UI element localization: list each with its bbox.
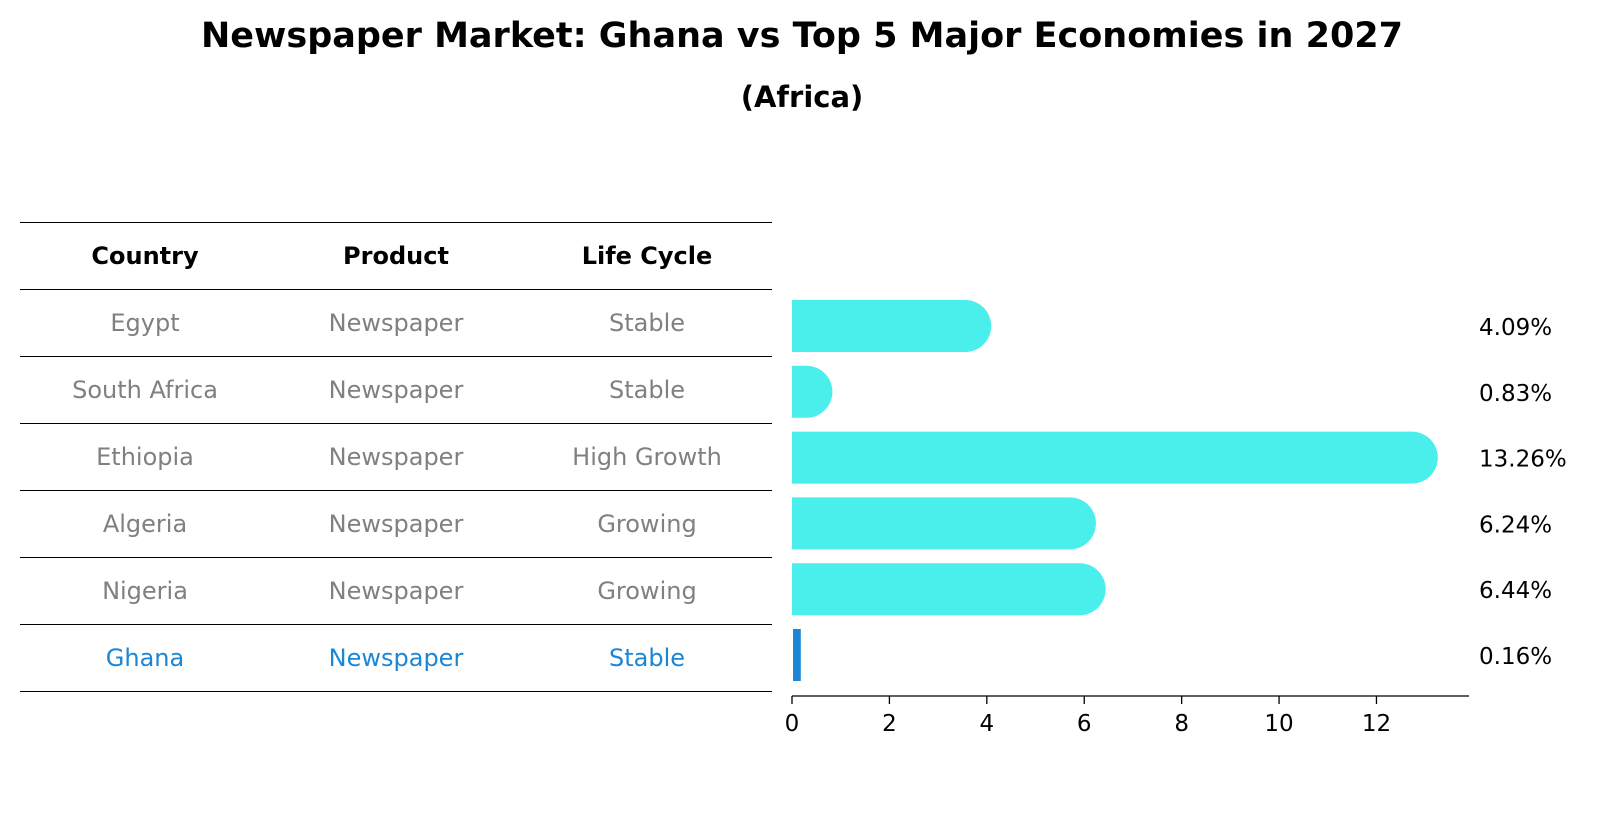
table-rule: [20, 490, 772, 491]
x-tick-label: 0: [785, 711, 800, 737]
x-tick-label: 2: [882, 711, 897, 737]
chart-title: Newspaper Market: Ghana vs Top 5 Major E…: [201, 16, 1403, 56]
x-tick-label: 12: [1362, 711, 1391, 737]
bar: [792, 431, 1438, 484]
table-rule: [20, 557, 772, 558]
data-table: Country Product Life Cycle Egypt Newspap…: [20, 222, 772, 692]
cell-life-cycle: Growing: [597, 577, 697, 605]
cell-product: Newspaper: [328, 309, 464, 337]
cell-life-cycle: Stable: [608, 309, 686, 337]
cell-country: Algeria: [102, 510, 188, 538]
cell-country: Ethiopia: [96, 443, 194, 471]
header-country: Country: [91, 242, 199, 270]
table-rule: [20, 222, 772, 223]
table-rule: [20, 289, 772, 290]
table-row: South Africa Newspaper Stable: [20, 357, 772, 423]
cell-product: Newspaper: [328, 577, 464, 605]
table-row: Egypt Newspaper Stable: [20, 290, 772, 356]
bar-value-label: 13.26%: [1479, 447, 1567, 473]
cell-life-cycle: Stable: [608, 644, 686, 672]
table-row-highlight: Ghana Newspaper Stable: [20, 625, 772, 691]
cell-country: Ghana: [105, 644, 185, 672]
x-tick-label: 4: [979, 711, 994, 737]
table-header-row: Country Product Life Cycle: [20, 223, 772, 289]
cell-product: Newspaper: [328, 510, 464, 538]
table-row: Algeria Newspaper Growing: [20, 491, 772, 557]
cell-product: Newspaper: [328, 376, 464, 404]
cell-product: Newspaper: [328, 443, 464, 471]
header-life-cycle: Life Cycle: [581, 242, 713, 270]
bar: [792, 365, 833, 418]
cell-country: Nigeria: [102, 577, 188, 605]
x-tick-label: 10: [1264, 711, 1293, 737]
table-rule: [20, 624, 772, 625]
cell-life-cycle: High Growth: [572, 443, 722, 471]
cell-life-cycle: Growing: [597, 510, 697, 538]
bar-value-label: 6.44%: [1479, 578, 1552, 604]
bar-value-label: 4.09%: [1479, 315, 1552, 341]
bar: [792, 497, 1096, 550]
cell-country: South Africa: [72, 376, 218, 404]
table-rule: [20, 691, 772, 692]
cell-life-cycle: Stable: [608, 376, 686, 404]
cell-country: Egypt: [110, 309, 180, 337]
bar: [792, 300, 992, 352]
x-tick-label: 6: [1077, 711, 1092, 737]
bar-value-label: 0.16%: [1479, 644, 1552, 670]
header-product: Product: [343, 242, 449, 270]
cell-product: Newspaper: [328, 644, 464, 672]
bar-value-label: 6.24%: [1479, 512, 1552, 538]
table-row: Nigeria Newspaper Growing: [20, 558, 772, 624]
table-row: Ethiopia Newspaper High Growth: [20, 424, 772, 490]
bar: [792, 563, 1106, 616]
table-rule: [20, 356, 772, 357]
table-rule: [20, 423, 772, 424]
bar-highlight: [793, 629, 801, 681]
chart-subtitle: (Africa): [740, 80, 864, 114]
bar-value-label: 0.83%: [1479, 381, 1552, 407]
x-tick-label: 8: [1174, 711, 1189, 737]
